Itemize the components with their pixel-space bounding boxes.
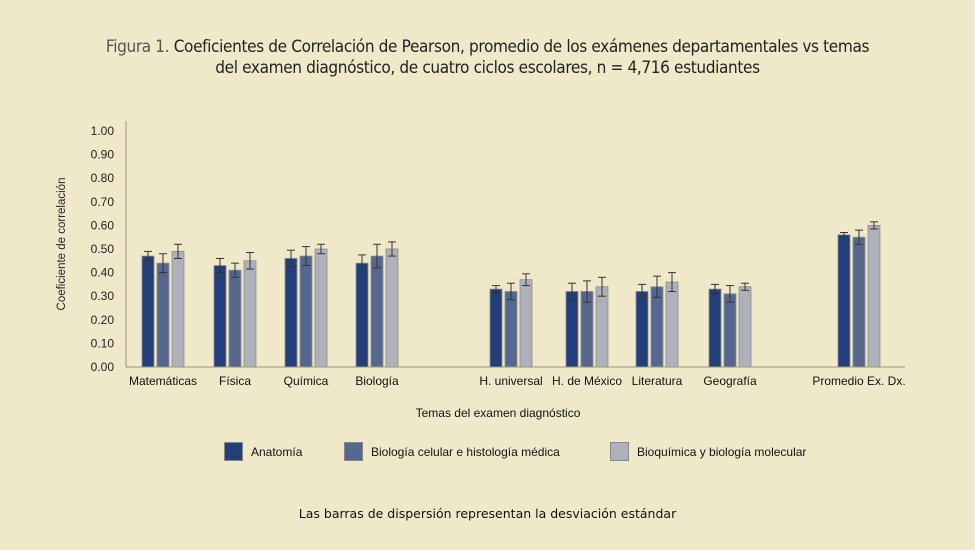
figure-label: Figura 1.	[105, 37, 170, 56]
legend-swatch	[344, 442, 363, 461]
bar	[213, 265, 227, 368]
bar	[837, 234, 851, 368]
error-bar	[174, 243, 182, 259]
bar	[665, 281, 679, 368]
x-tick-label: H. de México	[552, 374, 622, 388]
error-bar	[668, 272, 676, 292]
error-bar	[507, 282, 515, 301]
legend-swatch	[224, 442, 243, 461]
y-tick-label: 0.50	[91, 242, 115, 256]
error-bar	[568, 282, 576, 301]
bar	[852, 236, 866, 368]
error-bar	[492, 285, 500, 294]
bar	[867, 224, 881, 368]
bar	[723, 293, 737, 368]
bar	[299, 255, 313, 368]
legend-item-biologia-celular: Biología celular e histología médica	[344, 442, 560, 461]
bar	[650, 286, 664, 368]
y-tick-label: 1.00	[91, 124, 115, 138]
bar	[708, 288, 722, 368]
error-bar	[726, 285, 734, 303]
bar	[284, 258, 298, 368]
error-bar	[870, 221, 878, 230]
title-line-1: Figura 1. Coeficientes de Correlación de…	[34, 36, 941, 57]
legend-label: Biología celular e histología médica	[371, 444, 560, 459]
error-bar	[653, 275, 661, 298]
legend-item-anatomia: Anatomía	[224, 442, 302, 461]
error-bar	[302, 246, 310, 267]
bar	[141, 255, 155, 368]
y-tick-label: 0.70	[91, 195, 115, 209]
error-bar	[638, 283, 646, 300]
legend-label: Anatomía	[251, 444, 303, 459]
error-bar	[373, 243, 381, 269]
error-bar	[358, 254, 366, 272]
legend-item-bioquimica: Bioquímica y biología molecular	[610, 442, 806, 461]
bar	[355, 262, 369, 368]
y-tick-label: 0.90	[91, 148, 115, 162]
y-tick-label: 0.00	[91, 360, 115, 374]
error-bar	[855, 229, 863, 245]
y-axis-label: Coeficiente de correlación	[56, 178, 68, 311]
legend: Anatomía Biología celular e histología m…	[0, 442, 975, 466]
error-bar	[741, 282, 749, 291]
bar	[580, 291, 594, 368]
bar	[228, 269, 242, 368]
chart-title: Figura 1. Coeficientes de Correlación de…	[34, 36, 941, 78]
x-axis-label: Temas del examen diagnóstico	[416, 406, 581, 420]
error-bar	[317, 243, 325, 255]
error-bar	[522, 273, 530, 287]
bar	[370, 255, 384, 368]
error-bar	[159, 253, 167, 274]
error-bar	[287, 249, 295, 268]
x-tick-label: Promedio Ex. Dx.	[812, 374, 905, 388]
y-tick-label: 0.60	[91, 218, 115, 232]
x-tick-label: Biología	[355, 374, 399, 388]
error-bar	[711, 283, 719, 295]
error-bar	[231, 262, 239, 278]
bars	[141, 221, 881, 368]
title-text-1: Coeficientes de Correlación de Pearson, …	[173, 37, 870, 56]
x-tick-label: Química	[284, 374, 329, 388]
y-tick-label: 0.20	[91, 313, 115, 327]
bar	[519, 279, 533, 368]
error-bar	[216, 257, 224, 274]
legend-swatch	[610, 442, 629, 461]
y-tick-label: 0.40	[91, 266, 115, 280]
error-bar	[388, 241, 396, 257]
y-tick-label: 0.10	[91, 336, 115, 350]
bar	[171, 250, 185, 368]
bar	[738, 286, 752, 368]
bar	[595, 286, 609, 368]
title-line-2: del examen diagnóstico, de cuatro ciclos…	[215, 58, 760, 77]
bar	[314, 248, 328, 368]
y-tick-label: 0.80	[91, 171, 115, 185]
bar	[635, 291, 649, 368]
error-bar	[598, 276, 606, 297]
x-tick-label: Geografía	[703, 374, 757, 388]
error-bar	[246, 252, 254, 270]
x-tick-label: H. universal	[479, 374, 542, 388]
bar	[489, 288, 503, 368]
error-bar	[583, 280, 591, 303]
y-axis: 0.00 0.10 0.20 0.30 0.40 0.50 0.60 0.70 0.80 0.90…	[91, 121, 127, 374]
bar	[243, 260, 257, 368]
bar	[156, 262, 170, 368]
y-tick-label: 0.30	[91, 289, 115, 303]
bar	[385, 248, 399, 368]
bar	[504, 291, 518, 368]
footnote: Las barras de dispersión representan la …	[298, 506, 677, 521]
x-axis: Matemáticas Física Química Biología H. unive…	[126, 366, 906, 388]
error-bar	[840, 231, 848, 238]
x-tick-label: Física	[219, 374, 251, 388]
error-bar	[144, 250, 152, 262]
x-tick-label: Literatura	[632, 374, 683, 388]
legend-label: Bioquímica y biología molecular	[637, 444, 807, 459]
x-tick-label: Matemáticas	[129, 374, 197, 388]
bar	[565, 291, 579, 368]
